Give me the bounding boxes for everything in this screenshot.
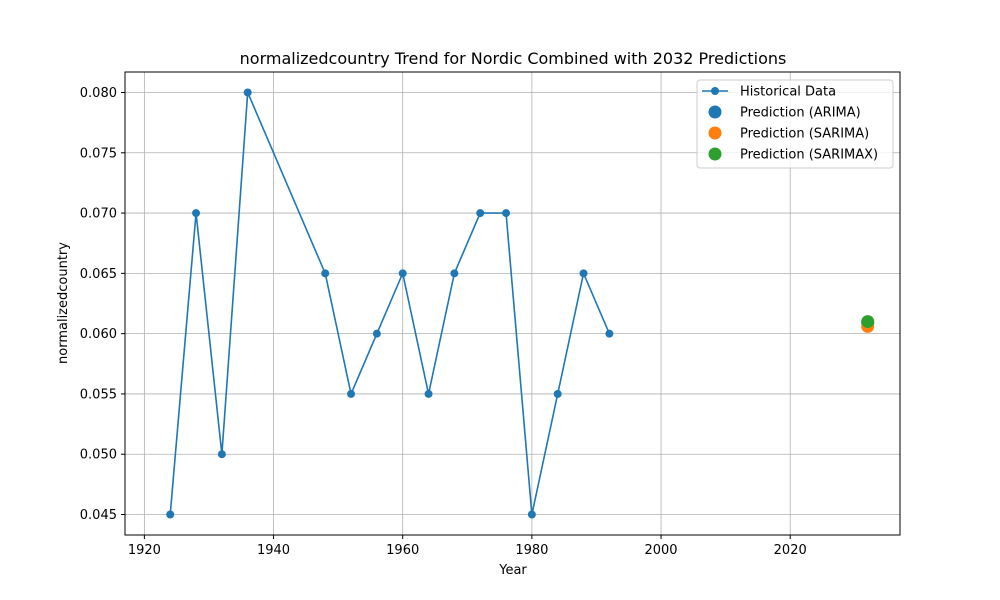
- y-axis-label: normalizedcountry: [56, 242, 71, 364]
- y-tick-label: 0.080: [80, 86, 117, 101]
- historical-data-point: [553, 389, 562, 398]
- y-tick-label: 0.075: [80, 146, 117, 161]
- legend-marker-swatch: [708, 105, 722, 119]
- legend-label: Prediction (SARIMA): [740, 127, 869, 142]
- historical-data-point: [502, 209, 511, 218]
- legend-marker-swatch: [708, 147, 722, 161]
- historical-data-point: [579, 269, 588, 278]
- x-tick-label: 1920: [128, 543, 161, 558]
- legend-marker-swatch: [708, 126, 722, 140]
- historical-data-point: [192, 209, 201, 218]
- historical-data-point: [166, 510, 175, 519]
- historical-series-line: [169, 92, 611, 515]
- historical-data-point: [321, 269, 330, 278]
- prediction-point: [861, 315, 875, 329]
- x-tick-label: 2000: [644, 543, 677, 558]
- x-tick-label: 1960: [386, 543, 419, 558]
- historical-data-point: [398, 269, 407, 278]
- grid: [125, 72, 900, 535]
- legend-label: Prediction (SARIMAX): [740, 148, 878, 163]
- historical-data-point: [527, 510, 536, 519]
- axes: 1920 1940 1960 1980 2000 2020 0.045 0.050 0.055 0…: [80, 71, 901, 558]
- legend-box: [696, 79, 894, 169]
- y-tick-label: 0.055: [80, 387, 117, 402]
- legend: Historical Data Prediction (ARIMA) Predict…: [696, 79, 894, 169]
- historical-data-point: [605, 329, 614, 338]
- x-tick-label: 2020: [774, 543, 807, 558]
- historical-data-point: [243, 88, 252, 97]
- historical-data-point: [217, 450, 226, 459]
- chart-title: normalizedcountry Trend for Nordic Combi…: [240, 49, 787, 68]
- x-tick-label: 1980: [515, 543, 548, 558]
- historical-data-point: [372, 329, 381, 338]
- historical-data-point: [476, 209, 485, 218]
- legend-label: Historical Data: [740, 85, 836, 100]
- legend-label: Prediction (ARIMA): [740, 106, 861, 121]
- plot-frame: [124, 71, 901, 536]
- y-tick-label: 0.060: [80, 327, 117, 342]
- historical-data-point: [450, 269, 459, 278]
- historical-data-point: [424, 389, 433, 398]
- y-tick-label: 0.045: [80, 508, 117, 523]
- legend-marker-swatch: [711, 87, 719, 95]
- y-tick-label: 0.050: [80, 448, 117, 463]
- x-tick-label: 1940: [257, 543, 290, 558]
- y-tick-label: 0.070: [80, 207, 117, 222]
- y-tick-label: 0.065: [80, 267, 117, 282]
- plot-area: [166, 88, 875, 519]
- historical-data-point: [347, 389, 356, 398]
- x-axis-label: Year: [498, 563, 527, 578]
